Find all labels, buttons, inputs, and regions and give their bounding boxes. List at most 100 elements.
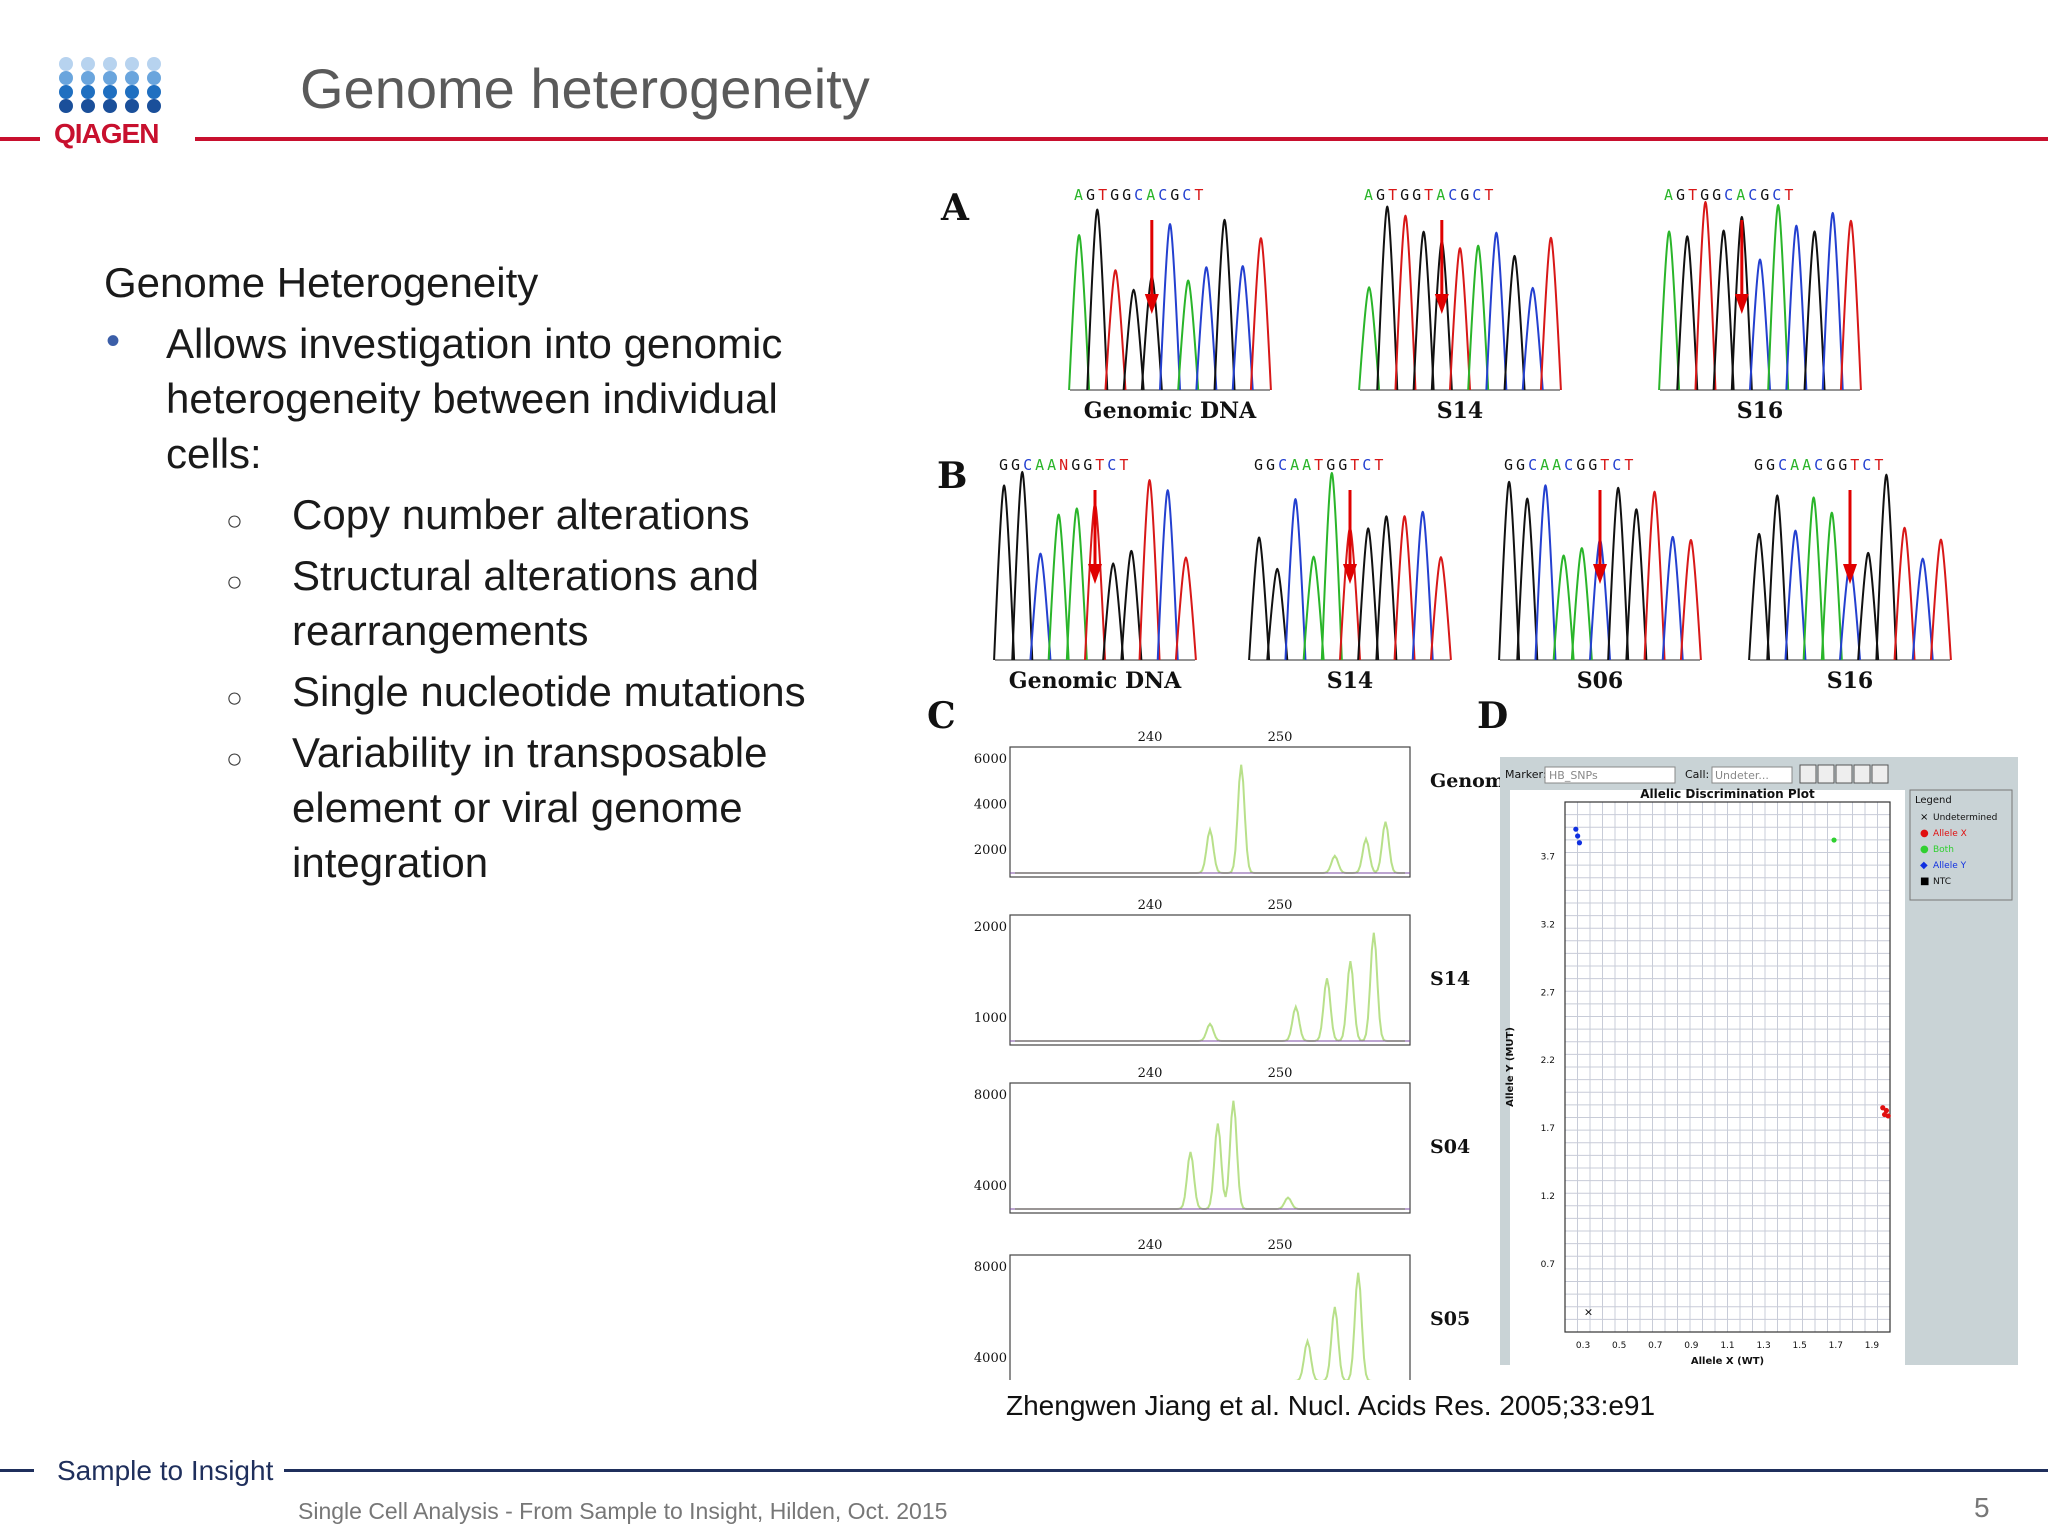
- qiagen-logo-dots: [59, 57, 161, 113]
- logo-dot: [147, 99, 161, 113]
- y-tick-label: 2.2: [1541, 1056, 1555, 1066]
- trace-peak: [1767, 203, 1790, 391]
- y-tick-label: 0.7: [1541, 1260, 1555, 1270]
- sequence-base: G: [1700, 186, 1712, 204]
- x-tick-label: 250: [1268, 730, 1293, 745]
- y-tick-label: 3.2: [1541, 920, 1555, 930]
- trace-peak: [1467, 244, 1490, 391]
- plot-frame: [1564, 801, 1891, 1333]
- panel-label: B: [937, 455, 967, 497]
- page-number: 5: [1974, 1492, 1990, 1523]
- sub-bullet-item: ○ Structural alterations and rearrangeme…: [104, 548, 864, 658]
- trace-sequence: GGCAACGGTCT: [1754, 456, 1886, 474]
- legend-symbol: ×: [1920, 812, 1928, 823]
- trace-peak: [1266, 567, 1289, 661]
- bullet-list: Genome Heterogeneity • Allows investigat…: [104, 255, 864, 896]
- legend-box: [1909, 789, 2013, 901]
- logo-dot: [147, 71, 161, 85]
- trace-peak: [1552, 554, 1575, 661]
- trace-peak: [1911, 557, 1934, 661]
- sequence-base: A: [1540, 456, 1552, 474]
- sequence-base: G: [1412, 186, 1424, 204]
- trace-sequence: AGTGGTACGCT: [1364, 186, 1496, 204]
- logo-dot: [81, 57, 95, 71]
- sequence-base: C: [1564, 456, 1576, 474]
- x-tick-label: 1.1: [1720, 1341, 1734, 1351]
- trace-peak: [1498, 480, 1521, 661]
- plot-title: Allelic Discrimination Plot: [1640, 787, 1815, 801]
- sequence-base: G: [1376, 186, 1388, 204]
- chromatogram-trace: GGCAACGGTCT S16: [1748, 456, 1952, 694]
- data-point: [1573, 826, 1579, 832]
- sequence-base: G: [1588, 456, 1600, 474]
- sub-bullet-text: Copy number alterations: [292, 491, 750, 538]
- trace-peak: [1516, 497, 1539, 661]
- sequence-base: A: [1552, 456, 1564, 474]
- legend-label: NTC: [1933, 877, 1951, 887]
- panel-label: A: [940, 187, 970, 229]
- plot-frame: [1009, 1254, 1411, 1380]
- sub-bullet-item: ○ Copy number alterations: [104, 487, 864, 542]
- y-tick-label: 1.7: [1541, 1124, 1555, 1134]
- trace-peak: [1068, 234, 1091, 391]
- sequence-base: G: [1400, 186, 1412, 204]
- trace-peak: [1679, 538, 1702, 661]
- trace-peak: [1748, 532, 1771, 661]
- sequence-base: G: [1754, 456, 1766, 474]
- call-select: [1711, 766, 1793, 784]
- y-tick-label: 8000: [974, 1260, 1007, 1275]
- sequence-base: A: [1664, 186, 1676, 204]
- trace-sequence: GGCAANGGTCT: [999, 456, 1131, 474]
- bullet-item: • Allows investigation into genomic hete…: [104, 316, 864, 481]
- trace-peak: [1429, 556, 1452, 661]
- legend-label: Allele Y: [1933, 861, 1967, 871]
- chromatogram-trace: AGTGGTACGCT S14: [1358, 186, 1562, 424]
- logo-dot: [59, 99, 73, 113]
- trace-peak: [1375, 515, 1398, 661]
- y-tick-label: 4000: [974, 798, 1007, 813]
- data-point: [1575, 833, 1581, 839]
- sequence-base: A: [1802, 456, 1814, 474]
- x-tick-label: 240: [1138, 1238, 1163, 1253]
- sequence-base: G: [1086, 186, 1098, 204]
- trace-caption: S14: [1437, 398, 1484, 424]
- marker-select-value: HB_SNPs: [1549, 769, 1598, 782]
- trace-caption: S16: [1827, 668, 1874, 694]
- sequence-base: G: [1122, 186, 1134, 204]
- sequence-base: T: [1095, 456, 1107, 474]
- x-tick-label: 240: [1138, 730, 1163, 745]
- sequence-base: T: [1314, 456, 1326, 474]
- sequence-base: T: [1350, 456, 1362, 474]
- sample-label: S05: [1430, 1308, 1470, 1330]
- sequence-base: G: [1460, 186, 1472, 204]
- y-tick-label: 4000: [974, 1179, 1007, 1194]
- sequence-base: T: [1484, 186, 1496, 204]
- panel-label: D: [1477, 695, 1508, 737]
- plot-frame: [1009, 746, 1411, 878]
- trace-peak: [1839, 219, 1862, 391]
- trace-peak: [1658, 230, 1681, 391]
- trace-peak: [1749, 258, 1771, 391]
- trace-caption: S14: [1327, 668, 1374, 694]
- qiagen-logo: QIAGEN: [54, 118, 159, 149]
- sequence-base: G: [1071, 456, 1083, 474]
- mutation-arrow-head-icon: [1593, 564, 1607, 584]
- sequence-base: C: [1772, 186, 1784, 204]
- trace-peak: [1394, 214, 1417, 391]
- trace-peak: [1213, 218, 1236, 391]
- mutation-arrow-head-icon: [1144, 294, 1159, 314]
- sequence-base: C: [1724, 186, 1736, 204]
- y-tick-label: 2000: [974, 920, 1007, 935]
- trace-peak: [1393, 515, 1416, 661]
- trace-peak: [1712, 229, 1735, 391]
- mutation-arrow-head-icon: [1734, 294, 1749, 314]
- sequence-base: A: [1035, 456, 1047, 474]
- sequence-base: T: [1688, 186, 1700, 204]
- x-tick-label: 0.9: [1684, 1341, 1699, 1351]
- sub-bullet-item: ○ Variability in transposable element or…: [104, 725, 864, 890]
- mutation-arrow-head-icon: [1434, 294, 1449, 314]
- footer-divider: [284, 1469, 2048, 1472]
